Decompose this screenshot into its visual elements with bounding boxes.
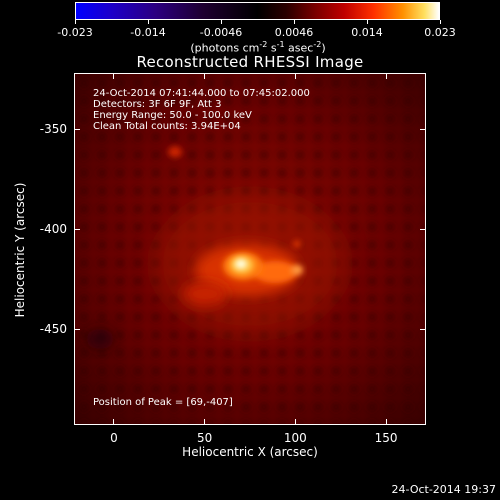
- colorbar-tick-label: -0.023: [57, 26, 93, 39]
- colorbar-tick-mark: [147, 20, 149, 24]
- info-clean-counts: Clean Total counts: 3.94E+04: [93, 121, 241, 132]
- y-tick-label: -400: [39, 222, 67, 236]
- image-title: Reconstructed RHESSI Image: [136, 53, 364, 71]
- y-axis-title: Heliocentric Y (arcsec): [13, 182, 27, 318]
- colorbar-tick-mark: [439, 20, 441, 24]
- x-tick-label: 150: [374, 431, 398, 445]
- units-exp-asec: -2: [313, 40, 322, 49]
- y-tick-mark: [420, 328, 426, 330]
- x-tick-mark: [294, 73, 296, 79]
- x-tick-label: 0: [110, 431, 118, 445]
- colorbar: [75, 2, 440, 20]
- x-tick-mark: [113, 73, 115, 79]
- colorbar-tick-label: 0.0046: [274, 26, 314, 39]
- x-tick-mark: [294, 419, 296, 425]
- x-tick-label: 50: [196, 431, 213, 445]
- y-tick-mark: [420, 228, 426, 230]
- y-tick-mark: [74, 228, 80, 230]
- colorbar-tick-mark: [366, 20, 368, 24]
- peak-position-label: Position of Peak = [69,-407]: [93, 397, 233, 408]
- colorbar-tick-mark: [74, 20, 76, 24]
- x-tick-mark: [204, 419, 206, 425]
- x-tick-mark: [385, 419, 387, 425]
- y-tick-label: -350: [39, 122, 67, 136]
- colorbar-tick-label: 0.014: [351, 26, 383, 39]
- y-tick-label: -450: [39, 322, 67, 336]
- x-tick-mark: [113, 419, 115, 425]
- units-asec: asec: [284, 41, 314, 55]
- units-prefix: (photons cm: [190, 41, 260, 55]
- colorbar-tick-label: 0.023: [424, 26, 456, 39]
- info-detectors: Detectors: 3F 6F 9F, Att 3: [93, 99, 222, 110]
- y-tick-mark: [74, 128, 80, 130]
- units-exp-s: -1: [276, 40, 285, 49]
- x-axis-title: Heliocentric X (arcsec): [182, 445, 318, 459]
- y-tick-mark: [74, 328, 80, 330]
- info-energy-range: Energy Range: 50.0 - 100.0 keV: [93, 110, 252, 121]
- colorbar-tick-label: -0.0046: [199, 26, 243, 39]
- x-tick-mark: [204, 73, 206, 79]
- info-time-range: 24-Oct-2014 07:41:44.000 to 07:45:02.000: [93, 88, 310, 99]
- rhessi-image-svg: [75, 74, 425, 424]
- secondary-source: [168, 146, 182, 158]
- rhessi-image-plot: 24-Oct-2014 07:41:44.000 to 07:45:02.000…: [74, 73, 426, 425]
- flare-source: [183, 244, 303, 306]
- footer-timestamp: 24-Oct-2014 19:37: [391, 483, 496, 496]
- x-tick-mark: [385, 73, 387, 79]
- colorbar-units: (photons cm-2 s-1 asec-2): [190, 40, 325, 55]
- colorbar-tick-mark: [293, 20, 295, 24]
- units-exp-cm: -2: [259, 40, 268, 49]
- x-tick-label: 100: [283, 431, 307, 445]
- units-s: s: [267, 41, 277, 55]
- y-tick-mark: [420, 128, 426, 130]
- colorbar-tick-mark: [220, 20, 222, 24]
- units-suffix: ): [321, 41, 326, 55]
- colorbar-tick-label: -0.014: [130, 26, 166, 39]
